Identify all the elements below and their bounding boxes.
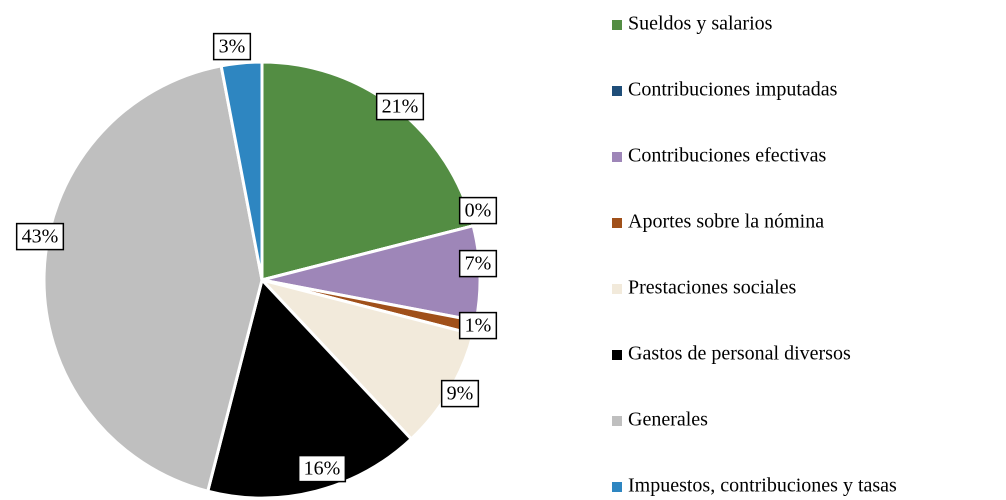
legend-swatch [612, 350, 622, 360]
legend-swatch [612, 482, 622, 492]
legend-swatch [612, 152, 622, 162]
data-label-box [375, 92, 425, 121]
data-label-box [458, 311, 498, 340]
data-label: 1% [465, 315, 492, 337]
data-label-box [440, 379, 480, 408]
data-label: 7% [465, 253, 492, 275]
data-label-box [297, 454, 347, 483]
data-label: 3% [219, 36, 246, 58]
pie [42, 60, 482, 500]
data-labels: 21% 0% 7% 1% 9% 16% 43% 3% [15, 32, 498, 483]
data-label: 21% [382, 96, 419, 118]
legend-label: Gastos de personal diversos [628, 343, 851, 365]
legend: Sueldos y salarios Contribuciones imputad… [612, 13, 897, 497]
legend-swatch [612, 284, 622, 294]
data-label-box [15, 222, 65, 251]
legend-label: Sueldos y salarios [628, 13, 773, 35]
legend-label: Aportes sobre la nómina [628, 211, 824, 233]
data-label-box [458, 196, 498, 225]
legend-label: Contribuciones efectivas [628, 145, 826, 167]
data-label: 16% [304, 458, 341, 480]
legend-swatch [612, 416, 622, 426]
legend-label: Prestaciones sociales [628, 277, 796, 299]
data-label: 9% [447, 383, 474, 405]
legend-label: Generales [628, 409, 708, 431]
data-label: 43% [22, 226, 59, 248]
data-label-box [458, 249, 498, 278]
legend-swatch [612, 20, 622, 30]
data-label: 0% [465, 200, 492, 222]
legend-label: Impuestos, contribuciones y tasas [628, 475, 897, 497]
legend-swatch [612, 218, 622, 228]
legend-swatch [612, 86, 622, 96]
pie-slice [205, 276, 414, 500]
legend-label: Contribuciones imputadas [628, 79, 838, 101]
pie-slice [219, 60, 264, 281]
data-label-box [212, 32, 252, 61]
pie-slice [42, 64, 264, 493]
